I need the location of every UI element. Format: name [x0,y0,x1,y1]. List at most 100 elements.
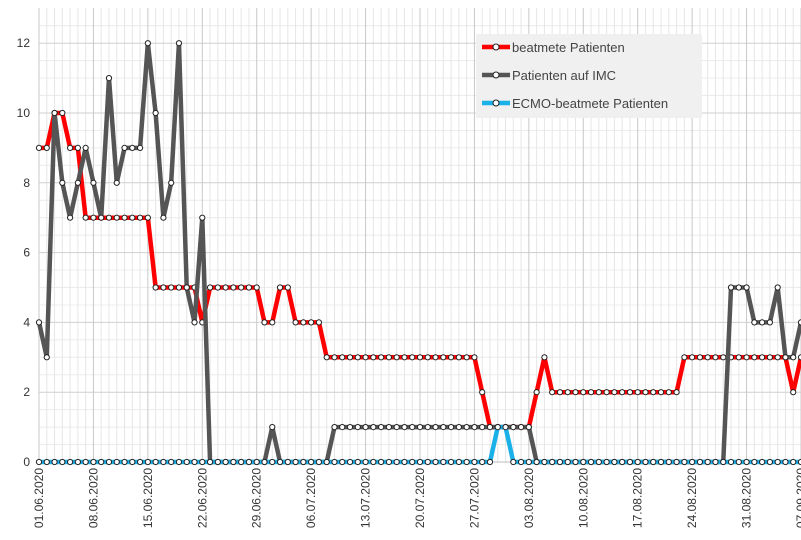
data-point [556,458,564,466]
legend-box [476,34,702,118]
data-point [175,284,183,291]
data-point [121,214,128,221]
series-3 [35,424,801,466]
data-point [782,458,789,466]
data-point [580,389,587,396]
data-point [572,458,579,466]
data-point [113,179,120,186]
data-point [362,354,369,361]
data-point [448,458,455,466]
data-point [696,458,704,466]
x-axis-tick-labels: 01.06.2020 08.06.2020 15.06.2020 22.06.2020… [32,468,801,528]
legend-label: Patienten auf IMC [512,68,616,83]
data-point [67,458,74,466]
data-point [743,284,750,291]
data-point [51,109,58,117]
data-point [595,389,602,396]
data-point [206,284,214,291]
data-point [269,424,276,431]
data-point [549,458,556,466]
data-point [642,389,649,396]
data-point [362,458,369,466]
x-tick-label: 13.07.2020 [359,468,373,528]
data-point [245,458,253,466]
legend-swatch-marker [492,71,500,79]
data-point [650,458,657,466]
data-point [681,458,688,466]
data-point [152,284,159,291]
data-point [409,458,416,466]
data-point [168,179,175,186]
data-point [331,424,338,431]
data-point [261,458,268,466]
x-tick-label: 29.06.2020 [250,468,264,528]
data-point [424,354,431,361]
data-point [144,214,151,221]
data-point [385,424,392,431]
x-tick-label: 06.07.2020 [304,468,318,528]
data-point [432,458,439,466]
data-point [720,458,727,466]
data-point [129,458,136,466]
data-point [619,389,626,396]
data-point [634,389,641,396]
data-point [67,144,74,151]
data-point [378,424,385,431]
data-point [261,319,268,326]
data-point [704,458,711,466]
data-point [276,284,284,291]
data-point [214,284,221,291]
data-point [727,458,735,466]
data-point [626,389,634,396]
data-point [144,40,151,47]
y-tick-label: 10 [17,106,31,120]
data-point [168,458,175,466]
data-point [191,319,198,326]
x-tick-label: 22.06.2020 [195,468,209,528]
legend-item: Patienten auf IMC [482,68,616,83]
data-point [43,144,50,151]
data-point [486,424,494,431]
data-point [98,214,105,221]
data-point [82,144,89,151]
data-point [160,284,167,291]
y-tick-label: 12 [17,36,31,50]
data-point [43,458,50,466]
series-layer [35,40,801,466]
data-point [74,144,81,151]
data-point [269,458,276,466]
data-point [510,458,517,466]
data-point [510,424,517,431]
data-point [59,109,66,117]
data-point [385,354,392,361]
data-point [486,458,494,466]
data-point [346,424,354,431]
data-point [409,354,416,361]
data-point [432,354,439,361]
data-point [152,109,159,117]
data-point [136,214,144,221]
data-point [611,389,618,396]
data-point [378,354,385,361]
data-point [323,354,330,361]
data-point [759,458,766,466]
data-point [603,458,610,466]
data-point [331,354,338,361]
data-point [517,424,525,431]
data-point [766,319,773,326]
data-point [766,354,773,361]
data-point [370,424,377,431]
data-point [455,354,462,361]
data-point [401,354,408,361]
data-point [206,458,214,466]
data-point [183,458,190,466]
data-point [300,319,307,326]
y-tick-label: 6 [23,246,30,260]
data-point [759,354,766,361]
data-point [160,214,167,221]
data-point [346,458,354,466]
data-point [51,458,58,466]
x-tick-label: 24.08.2020 [685,468,699,528]
data-point [720,354,727,361]
data-point [191,458,198,466]
